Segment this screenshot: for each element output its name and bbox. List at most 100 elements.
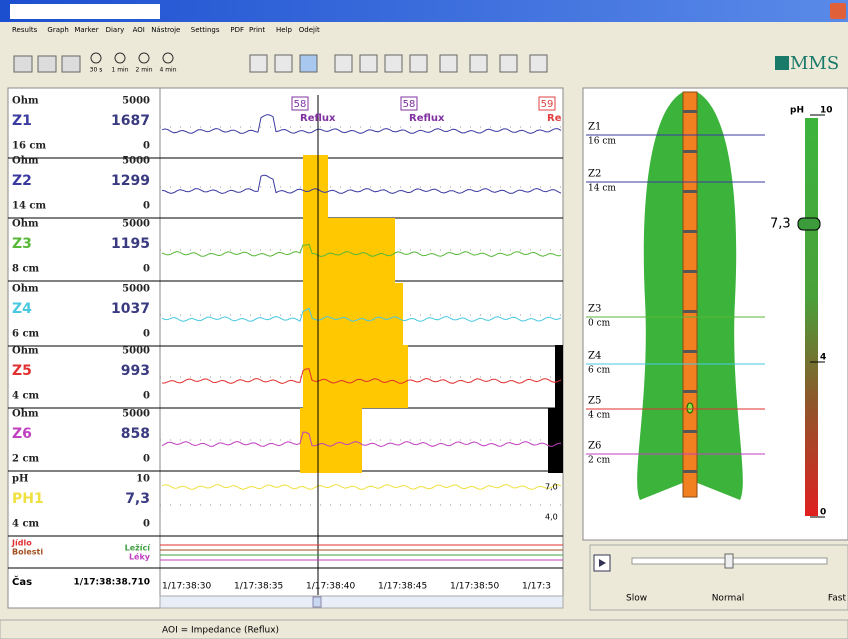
time-tick: 1/17:38:40 — [306, 582, 355, 592]
toolbar-icon[interactable] — [470, 55, 487, 72]
catheter-band — [683, 310, 697, 313]
close-button[interactable] — [830, 3, 846, 19]
menu-item[interactable]: Nástroje — [151, 26, 180, 34]
zoom-label[interactable]: 30 s — [90, 67, 103, 74]
sensor-name: Z4 — [588, 351, 601, 362]
marker-number: 59 — [541, 99, 554, 110]
reflux-area — [303, 155, 328, 218]
toolbar-icon[interactable] — [275, 55, 292, 72]
title-box — [10, 4, 160, 19]
marker-label: Reflux — [300, 113, 336, 124]
catheter-band — [683, 110, 697, 113]
toolbar-icon[interactable] — [335, 55, 352, 72]
toolbar-icon[interactable] — [500, 55, 517, 72]
toolbar-icon[interactable] — [300, 55, 317, 72]
menu-item[interactable]: Print — [249, 26, 265, 34]
channel-max: 5000 — [122, 409, 150, 420]
sensor-position: 16 cm — [588, 137, 616, 147]
channel-max: 5000 — [122, 219, 150, 230]
sensor-position: 2 cm — [588, 456, 611, 466]
time-tick: 1/17:38:35 — [234, 582, 283, 592]
ph-pointer — [798, 218, 820, 230]
sensor-position: 6 cm — [588, 366, 611, 376]
catheter-band — [683, 350, 697, 353]
toolbar-icon[interactable] — [530, 55, 547, 72]
catheter-band — [683, 230, 697, 233]
channel-value: 1037 — [111, 301, 150, 317]
toolbar-icon[interactable] — [38, 56, 56, 72]
event-label: Bolesti — [12, 548, 43, 557]
menu-item[interactable]: AOI — [133, 26, 145, 34]
toolbar-icon[interactable] — [385, 55, 402, 72]
catheter-band — [683, 190, 697, 193]
channel-min: 0 — [143, 329, 150, 340]
channel-unit: Ohm — [12, 96, 39, 107]
catheter-band — [683, 150, 697, 153]
toolbar-icon[interactable] — [410, 55, 427, 72]
speed-label: Slow — [626, 594, 647, 604]
channel-min: 0 — [143, 201, 150, 212]
marker-area — [555, 345, 563, 408]
ph-value: 7,3 — [770, 217, 791, 232]
ph-trace-label: 4,0 — [545, 513, 558, 522]
scroll-thumb[interactable] — [313, 597, 321, 607]
sensor-name: Z5 — [588, 396, 601, 407]
channel-position: 4 cm — [12, 391, 40, 402]
channel-max: 5000 — [122, 96, 150, 107]
zoom-label[interactable]: 2 min — [135, 67, 152, 74]
channel-position: 14 cm — [12, 201, 46, 212]
toolbar-icon[interactable] — [360, 55, 377, 72]
channel-name: Z4 — [12, 301, 32, 317]
event-label: Jídlo — [11, 539, 32, 548]
toolbar-icon[interactable] — [250, 55, 267, 72]
scrollbar[interactable] — [160, 596, 563, 608]
channel-unit: Ohm — [12, 346, 39, 357]
menu-item[interactable]: Marker — [74, 26, 98, 34]
channel-min: 0 — [143, 519, 150, 530]
marker-number: 58 — [294, 99, 307, 110]
time-tick: 1/17:38:50 — [450, 582, 499, 592]
sensor-name: Z1 — [588, 122, 601, 133]
menu-item[interactable]: Results — [12, 26, 38, 34]
channel-unit: Ohm — [12, 219, 39, 230]
brand: MMS — [790, 53, 839, 74]
event-label: Ležící — [125, 544, 152, 553]
sensor-position: 0 cm — [588, 319, 611, 329]
channel-max: 5000 — [122, 284, 150, 295]
channel-position: 8 cm — [12, 264, 40, 275]
menu-item[interactable]: Diary — [106, 26, 125, 34]
channel-min: 0 — [143, 391, 150, 402]
menu-item[interactable]: Graph — [47, 26, 68, 34]
channel-position: 16 cm — [12, 141, 46, 152]
sensor-position: 4 cm — [588, 411, 611, 421]
channel-name: Z2 — [12, 173, 32, 189]
time-label: Čas — [12, 575, 32, 588]
channel-name: Z3 — [12, 236, 32, 252]
speed-label: Fast — [828, 594, 847, 604]
toolbar-icon[interactable] — [440, 55, 457, 72]
catheter-band — [683, 430, 697, 433]
reflux-area — [303, 345, 408, 408]
toolbar-icon[interactable] — [62, 56, 80, 72]
menu-item[interactable]: PDF — [230, 26, 244, 34]
zoom-label[interactable]: 1 min — [111, 67, 128, 74]
channel-min: 0 — [143, 141, 150, 152]
logo-mark — [775, 56, 789, 70]
menu-item[interactable]: Settings — [191, 26, 220, 34]
slider-thumb[interactable] — [725, 554, 733, 568]
channel-name: Z5 — [12, 363, 32, 379]
channel-value: 993 — [121, 363, 150, 379]
toolbar-icon[interactable] — [14, 56, 32, 72]
zoom-label[interactable]: 4 min — [159, 67, 176, 74]
channel-name: Z1 — [12, 113, 32, 129]
menu-item[interactable]: Help — [276, 26, 293, 34]
menu-item[interactable]: Odejít — [299, 26, 320, 34]
ph-trace-label: 7,0 — [545, 483, 558, 492]
channel-max: 5000 — [122, 156, 150, 167]
channel-min: 0 — [143, 454, 150, 465]
ph-sensor — [687, 403, 693, 413]
sensor-name: Z3 — [588, 304, 601, 315]
channel-unit: Ohm — [12, 409, 39, 420]
channel-name: PH1 — [12, 491, 44, 507]
channel-position: 2 cm — [12, 454, 40, 465]
